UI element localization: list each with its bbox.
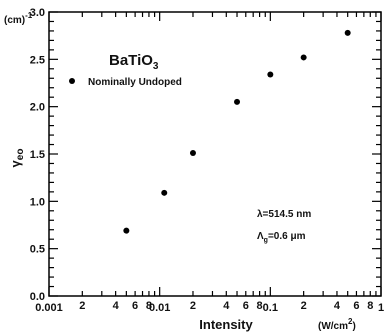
legend-label: Nominally Undoped: [88, 77, 182, 88]
x-axis-title: Intensity: [199, 317, 253, 332]
y-unit-label: (cm)-1: [4, 11, 33, 26]
x-minor-tick-label: 4: [113, 300, 120, 312]
legend: Nominally Undoped: [69, 77, 182, 88]
x-minor-tick-label: 2: [301, 300, 307, 312]
x-tick-label: 1: [378, 302, 384, 314]
x-tick-label: 0.01: [149, 302, 170, 314]
x-minor-tick-label: 8: [367, 300, 373, 312]
axis-ticks: [48, 11, 382, 297]
x-minor-tick-label: 6: [353, 300, 359, 312]
grating-spacing-annotation: Λg=0.6 μm: [257, 231, 306, 244]
x-unit-label: (W/cm2): [318, 317, 356, 332]
y-axis-title: γeo: [8, 149, 26, 168]
data-point: [234, 98, 241, 105]
x-minor-tick-label: 4: [334, 300, 341, 312]
x-minor-tick-label: 6: [243, 300, 249, 312]
data-point: [189, 150, 196, 157]
y-tick-label: 1.0: [30, 196, 45, 208]
x-minor-tick-label: 4: [223, 300, 230, 312]
data-point: [300, 54, 307, 61]
legend-marker: [69, 78, 75, 84]
chart-title: BaTiO3: [109, 52, 159, 72]
x-minor-tick-label: 8: [257, 300, 263, 312]
x-minor-tick-label: 2: [190, 300, 196, 312]
data-point: [344, 29, 351, 36]
x-minor-tick-label: 2: [79, 300, 85, 312]
y-tick-label: 3.0: [30, 7, 45, 19]
data-points: [123, 29, 351, 234]
x-tick-label: 0.1: [263, 302, 278, 314]
x-minor-tick-label: 8: [146, 300, 152, 312]
data-point: [161, 189, 168, 196]
x-tick-label: 0.001: [35, 302, 63, 314]
plot-frame: [48, 11, 382, 297]
data-point: [123, 227, 130, 234]
wavelength-annotation: λ=514.5 nm: [257, 209, 311, 220]
y-tick-label: 0.0: [30, 291, 45, 303]
y-tick-label: 1.5: [30, 149, 45, 161]
x-minor-tick-label: 6: [132, 300, 138, 312]
y-tick-label: 2.5: [30, 54, 45, 66]
data-point: [267, 71, 274, 78]
y-tick-label: 2.0: [30, 102, 45, 114]
axis-tick-labels: 0.00.51.01.52.02.53.00.001 0.01 0.1 12 4 6 8 2 4…: [30, 7, 384, 314]
y-tick-label: 0.5: [30, 244, 45, 256]
